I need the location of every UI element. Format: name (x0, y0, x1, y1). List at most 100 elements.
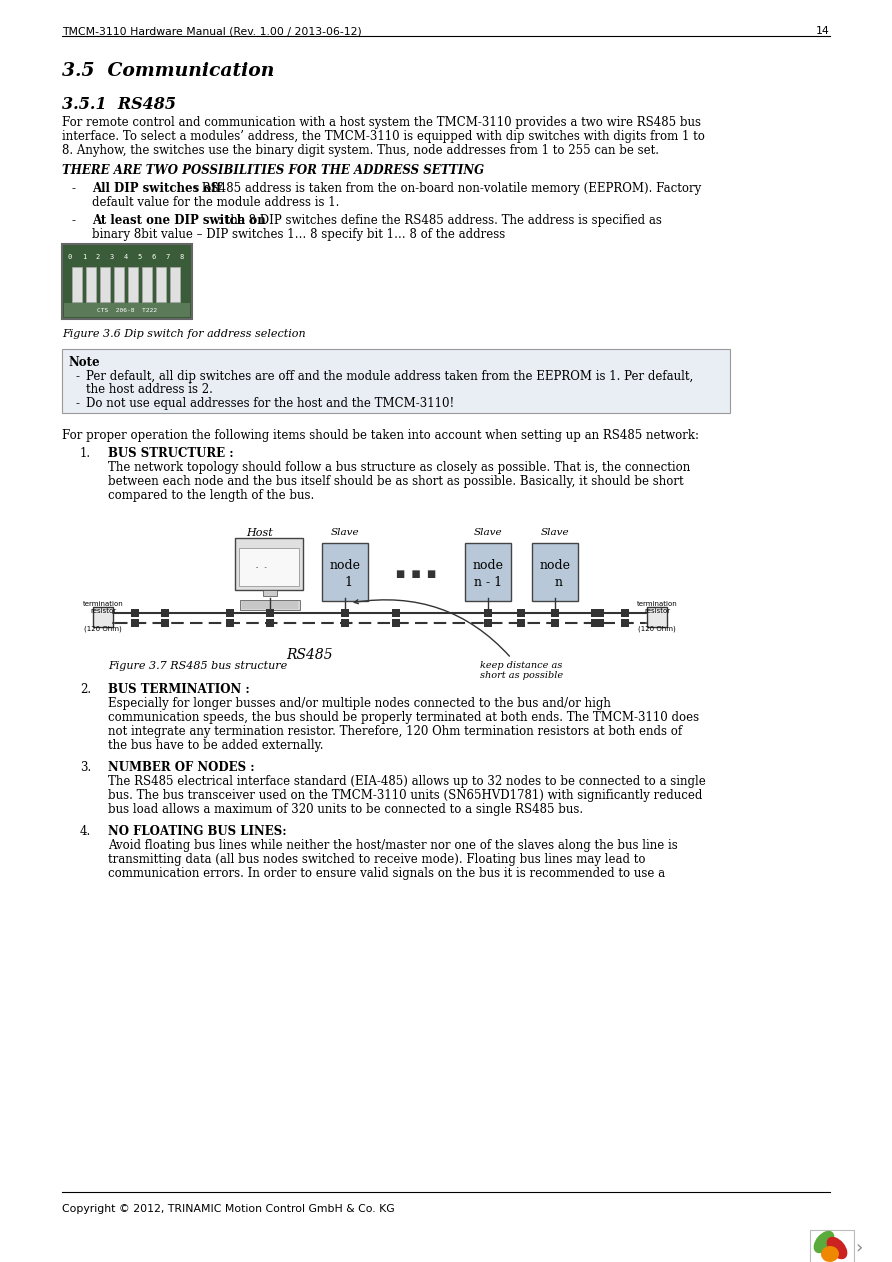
Text: resistor: resistor (644, 608, 670, 615)
Text: The RS485 electrical interface standard (EIA-485) allows up to 32 nodes to be co: The RS485 electrical interface standard … (108, 775, 706, 787)
Bar (341, 618, 349, 627)
Text: 0: 0 (68, 254, 72, 260)
Text: compared to the length of the bus.: compared to the length of the bus. (108, 488, 314, 502)
Text: 8: 8 (180, 254, 184, 260)
Text: 8. Anyhow, the switches use the binary digit system. Thus, node addresses from 1: 8. Anyhow, the switches use the binary d… (62, 144, 659, 156)
Text: Slave: Slave (331, 528, 359, 538)
Bar (551, 618, 559, 627)
Bar (156, 268, 166, 302)
Bar (86, 268, 96, 302)
Text: resistor: resistor (90, 608, 116, 615)
Bar (392, 610, 400, 617)
Bar (484, 610, 492, 617)
Text: Do not use equal addresses for the host and the TMCM-3110!: Do not use equal addresses for the host … (86, 398, 454, 410)
Bar (100, 268, 110, 302)
Bar (142, 268, 152, 302)
Text: Figure 3.6 Dip switch for address selection: Figure 3.6 Dip switch for address select… (62, 329, 306, 339)
Text: 3.5  Communication: 3.5 Communication (62, 62, 275, 80)
Bar (170, 268, 180, 302)
Text: 5: 5 (138, 254, 142, 260)
Bar (161, 610, 169, 617)
Text: 14: 14 (816, 27, 830, 37)
Text: ›: › (855, 1239, 863, 1257)
Text: - -: - - (255, 564, 268, 570)
Text: keep distance as
short as possible: keep distance as short as possible (354, 599, 563, 680)
Bar (226, 610, 234, 617)
Text: Slave: Slave (474, 528, 502, 538)
Text: termination: termination (83, 601, 123, 607)
Bar (392, 618, 400, 627)
Bar (810, 1230, 854, 1262)
Bar (591, 618, 599, 627)
Text: 3.5.1  RS485: 3.5.1 RS485 (62, 96, 176, 114)
Text: Host: Host (246, 528, 273, 538)
Text: default value for the module address is 1.: default value for the module address is … (92, 196, 339, 209)
Bar (93, 607, 113, 627)
Bar (596, 610, 604, 617)
Bar (591, 610, 599, 617)
Bar (131, 618, 139, 627)
Ellipse shape (827, 1237, 847, 1259)
Text: All DIP switches off: All DIP switches off (92, 182, 221, 196)
Text: bus load allows a maximum of 320 units to be connected to a single RS485 bus.: bus load allows a maximum of 320 units t… (108, 803, 583, 817)
Text: between each node and the bus itself should be as short as possible. Basically, : between each node and the bus itself sho… (108, 475, 683, 488)
Text: Slave: Slave (541, 528, 569, 538)
Text: NO FLOATING BUS LINES:: NO FLOATING BUS LINES: (108, 825, 286, 838)
Bar (62, 244, 192, 319)
Text: -: - (72, 215, 76, 227)
Bar (114, 268, 124, 302)
Text: At least one DIP switch on: At least one DIP switch on (92, 215, 266, 227)
Bar (266, 618, 274, 627)
Text: not integrate any termination resistor. Therefore, 120 Ohm termination resistors: not integrate any termination resistor. … (108, 724, 682, 738)
Text: (120 Ohm): (120 Ohm) (638, 625, 676, 631)
Text: The network topology should follow a bus structure as closely as possible. That : The network topology should follow a bus… (108, 461, 690, 475)
Ellipse shape (814, 1230, 834, 1253)
Text: the host address is 2.: the host address is 2. (86, 382, 213, 396)
Text: 2.: 2. (80, 683, 91, 697)
Bar (551, 610, 559, 617)
Bar (266, 610, 274, 617)
Text: Note: Note (68, 356, 100, 369)
Text: For remote control and communication with a host system the TMCM-3110 provides a: For remote control and communication wit… (62, 116, 701, 129)
Text: Copyright © 2012, TRINAMIC Motion Control GmbH & Co. KG: Copyright © 2012, TRINAMIC Motion Contro… (62, 1204, 394, 1214)
Text: 2: 2 (95, 254, 100, 260)
Text: -: - (76, 398, 80, 410)
Text: THERE ARE TWO POSSIBILITIES FOR THE ADDRESS SETTING: THERE ARE TWO POSSIBILITIES FOR THE ADDR… (62, 164, 484, 177)
Bar (517, 610, 525, 617)
Text: 7: 7 (166, 254, 170, 260)
Text: 4.: 4. (80, 825, 91, 838)
Text: -: - (76, 370, 80, 382)
Text: 6: 6 (152, 254, 156, 260)
Bar (235, 538, 303, 591)
Bar (128, 268, 138, 302)
Text: node
  n: node n (540, 559, 571, 589)
Bar (322, 543, 368, 601)
Text: termination: termination (637, 601, 677, 607)
Text: : the 8 DIP switches define the RS485 address. The address is specified as: : the 8 DIP switches define the RS485 ad… (218, 215, 662, 227)
Bar (226, 618, 234, 627)
Text: Avoid floating bus lines while neither the host/master nor one of the slaves alo: Avoid floating bus lines while neither t… (108, 839, 678, 852)
Text: node
n - 1: node n - 1 (473, 559, 503, 589)
Text: communication errors. In order to ensure valid signals on the bus it is recommen: communication errors. In order to ensure… (108, 867, 665, 880)
Bar (484, 618, 492, 627)
Text: 3: 3 (110, 254, 114, 260)
Text: (120 Ohm): (120 Ohm) (84, 625, 122, 631)
Text: 3.: 3. (80, 761, 91, 774)
Text: interface. To select a modules’ address, the TMCM-3110 is equipped with dip swit: interface. To select a modules’ address,… (62, 130, 705, 143)
Bar (239, 548, 299, 586)
Bar (62, 350, 730, 413)
Text: : RS485 address is taken from the on-board non-volatile memory (EEPROM). Factory: : RS485 address is taken from the on-boa… (194, 182, 701, 196)
Bar (621, 610, 629, 617)
Bar (341, 610, 349, 617)
Text: 1.: 1. (80, 447, 91, 461)
Bar (161, 618, 169, 627)
Text: CTS  206-8  T222: CTS 206-8 T222 (97, 308, 157, 313)
Text: Per default, all dip switches are off and the module address taken from the EEPR: Per default, all dip switches are off an… (86, 370, 693, 382)
Bar (240, 599, 300, 610)
Text: BUS TERMINATION :: BUS TERMINATION : (108, 683, 250, 697)
Bar (596, 618, 604, 627)
Text: binary 8bit value – DIP switches 1… 8 specify bit 1… 8 of the address: binary 8bit value – DIP switches 1… 8 sp… (92, 228, 505, 241)
Text: TMCM-3110 Hardware Manual (Rev. 1.00 / 2013-06-12): TMCM-3110 Hardware Manual (Rev. 1.00 / 2… (62, 27, 362, 37)
Text: -: - (72, 182, 76, 196)
Text: RS485: RS485 (286, 647, 334, 663)
